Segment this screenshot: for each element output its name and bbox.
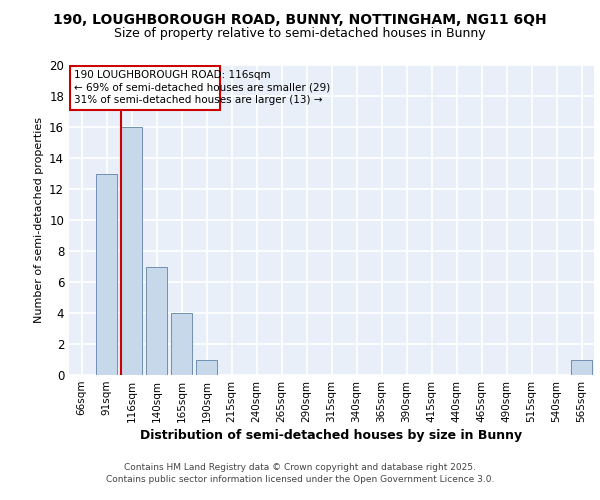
FancyBboxPatch shape bbox=[70, 66, 220, 110]
Text: 190, LOUGHBOROUGH ROAD, BUNNY, NOTTINGHAM, NG11 6QH: 190, LOUGHBOROUGH ROAD, BUNNY, NOTTINGHA… bbox=[53, 12, 547, 26]
Bar bbox=[121, 127, 142, 375]
X-axis label: Distribution of semi-detached houses by size in Bunny: Distribution of semi-detached houses by … bbox=[140, 429, 523, 442]
Bar bbox=[571, 360, 592, 375]
Bar bbox=[96, 174, 117, 375]
Text: 31% of semi-detached houses are larger (13) →: 31% of semi-detached houses are larger (… bbox=[74, 95, 323, 105]
Text: Contains public sector information licensed under the Open Government Licence 3.: Contains public sector information licen… bbox=[106, 475, 494, 484]
Bar bbox=[196, 360, 217, 375]
Bar bbox=[171, 313, 192, 375]
Text: Size of property relative to semi-detached houses in Bunny: Size of property relative to semi-detach… bbox=[114, 28, 486, 40]
Bar bbox=[146, 266, 167, 375]
Text: ← 69% of semi-detached houses are smaller (29): ← 69% of semi-detached houses are smalle… bbox=[74, 82, 330, 92]
Y-axis label: Number of semi-detached properties: Number of semi-detached properties bbox=[34, 117, 44, 323]
Text: Contains HM Land Registry data © Crown copyright and database right 2025.: Contains HM Land Registry data © Crown c… bbox=[124, 462, 476, 471]
Text: 190 LOUGHBOROUGH ROAD: 116sqm: 190 LOUGHBOROUGH ROAD: 116sqm bbox=[74, 70, 271, 80]
